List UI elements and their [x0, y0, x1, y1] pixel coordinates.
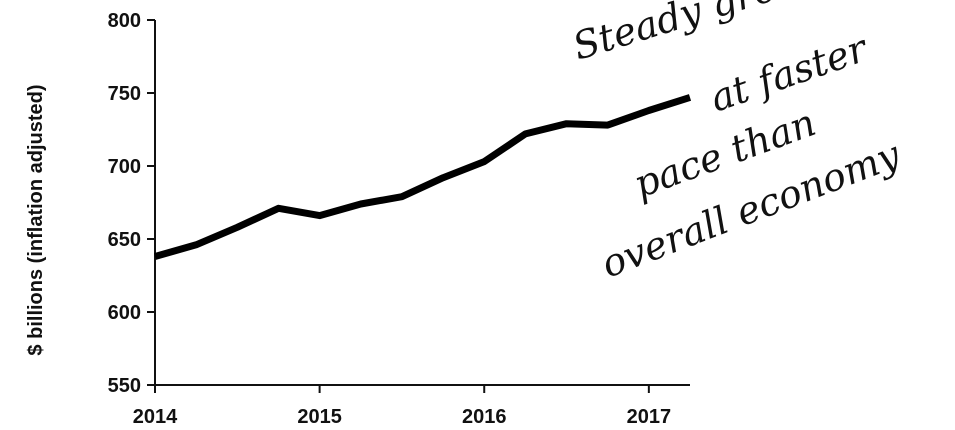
y-tick-label: 750 [108, 83, 141, 105]
handwritten-annotation: Steady growth at faster pace than overal… [568, 0, 907, 286]
y-axis: 550 600 650 700 750 800 [108, 10, 156, 397]
y-tick-label: 700 [108, 156, 141, 178]
y-tick-label: 800 [108, 10, 141, 32]
y-tick-label: 600 [108, 302, 141, 324]
y-tick-label: 550 [108, 375, 141, 397]
x-tick-label: 2017 [627, 406, 672, 428]
y-axis-title: $ billions (inflation adjusted) [25, 84, 47, 355]
x-tick-label: 2014 [133, 406, 178, 428]
series-layer [154, 94, 692, 260]
x-tick-label: 2015 [297, 406, 342, 428]
y-tick-label: 650 [108, 229, 141, 251]
x-tick-label: 2016 [462, 406, 507, 428]
x-axis: 2014 2015 2016 2017 [133, 384, 690, 428]
series-line [154, 94, 692, 260]
